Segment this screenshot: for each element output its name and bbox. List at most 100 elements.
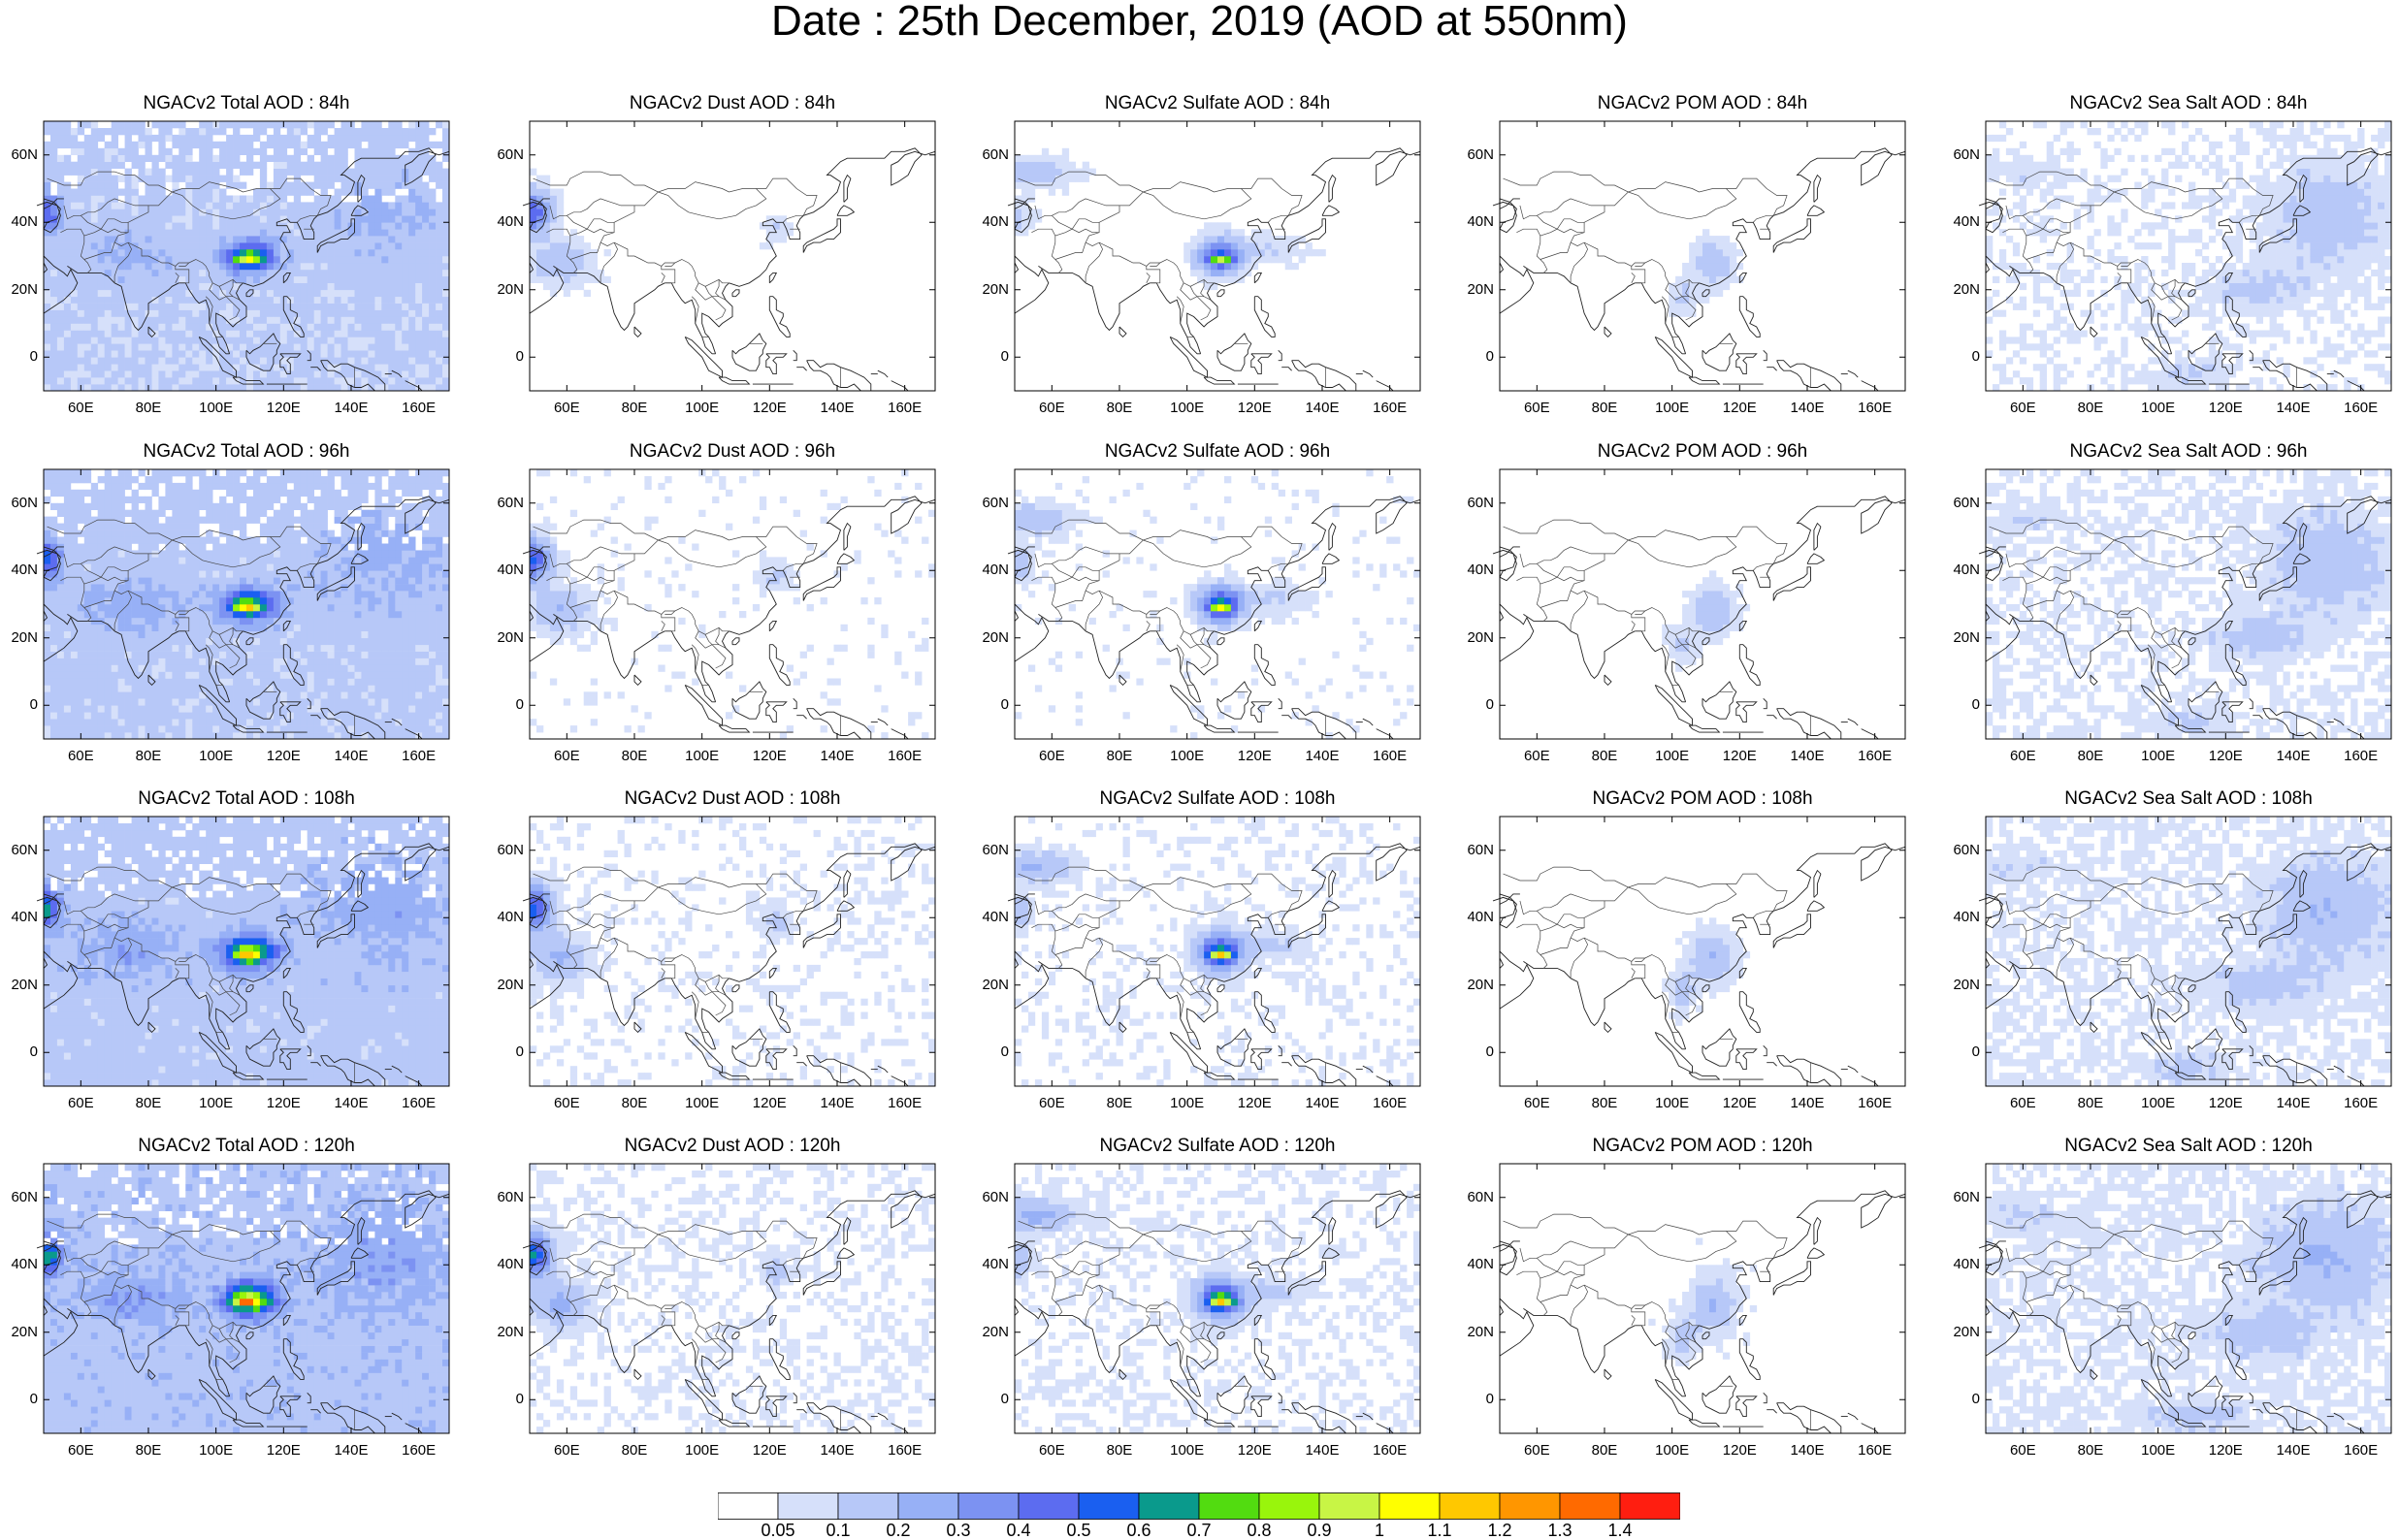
aod-cell — [368, 289, 375, 298]
aod-cell — [253, 269, 261, 277]
aod-cell — [104, 630, 112, 639]
aod-cell — [2296, 222, 2304, 230]
aod-cell — [44, 377, 51, 385]
aod-cell — [563, 249, 571, 257]
aod-cell — [70, 303, 79, 310]
aod-cell — [90, 563, 99, 571]
aod-cell — [97, 685, 105, 692]
aod-cell — [2114, 128, 2122, 136]
aod-cell — [56, 121, 65, 129]
aod-cell — [1291, 249, 1299, 257]
aod-cell — [273, 377, 281, 385]
aod-cell — [2364, 249, 2372, 257]
aod-cell — [138, 384, 146, 392]
aod-cell — [2344, 350, 2351, 358]
aod-cell — [2269, 323, 2277, 331]
aod-cell — [347, 357, 355, 365]
aod-cell — [2221, 343, 2230, 351]
aod-cell — [97, 489, 105, 497]
aod-cell — [50, 377, 58, 385]
aod-cell — [2357, 269, 2365, 277]
aod-cell — [165, 128, 173, 136]
coastline — [243, 214, 318, 287]
aod-cell — [293, 222, 302, 230]
coastline — [113, 282, 179, 332]
aod-cell — [219, 202, 227, 209]
aod-cell — [151, 705, 159, 713]
aod-cell — [1264, 256, 1273, 264]
aod-cell — [2303, 289, 2311, 298]
aod-cell — [2337, 263, 2345, 271]
aod-cell — [549, 256, 558, 264]
aod-cell — [1998, 215, 2007, 223]
aod-cell — [286, 323, 295, 331]
aod-cell — [199, 303, 207, 310]
aod-cell — [429, 330, 437, 337]
coastline — [2258, 218, 2297, 253]
aod-cell — [1197, 242, 1205, 250]
aod-cell — [206, 236, 213, 243]
aod-cell — [2161, 370, 2169, 378]
aod-cell — [124, 242, 132, 250]
aod-cell — [56, 222, 65, 230]
aod-cell — [206, 229, 213, 237]
aod-cell — [77, 624, 85, 631]
aod-cell — [212, 330, 220, 337]
aod-cell — [1183, 249, 1191, 257]
aod-cell — [104, 303, 112, 310]
aod-cell — [124, 529, 132, 537]
aod-cell — [138, 719, 146, 726]
aod-cell — [279, 357, 288, 365]
aod-cell — [2296, 269, 2304, 277]
aod-cell — [70, 141, 79, 149]
aod-cell — [44, 725, 51, 733]
lon-tick-label: 120E — [1230, 401, 1279, 416]
aod-cell — [2053, 337, 2060, 344]
aod-cell — [2228, 188, 2237, 196]
aod-cell — [50, 725, 58, 733]
aod-cell — [219, 222, 227, 230]
aod-cell — [56, 685, 65, 692]
aod-cell — [1197, 256, 1205, 264]
aod-cell — [266, 282, 275, 291]
aod-cell — [63, 269, 72, 277]
aod-cell — [56, 489, 65, 497]
aod-cell — [2269, 134, 2277, 143]
aod-cell — [111, 671, 118, 679]
aod-cell — [151, 685, 159, 692]
aod-cell — [273, 384, 281, 392]
aod-cell — [2262, 175, 2270, 182]
aod-cell — [374, 343, 382, 351]
aod-cell — [56, 563, 65, 571]
aod-cell — [165, 209, 173, 216]
country-border — [2056, 241, 2186, 287]
aod-cell — [2269, 128, 2277, 136]
aod-cell — [2364, 275, 2372, 283]
aod-cell — [2168, 161, 2176, 169]
aod-cell — [259, 147, 268, 155]
aod-cell — [97, 134, 105, 143]
aod-cell — [131, 584, 139, 592]
aod-cell — [381, 134, 389, 143]
aod-cell — [2107, 134, 2115, 143]
aod-cell — [408, 229, 416, 237]
aod-cell — [199, 188, 207, 196]
aod-cell — [145, 370, 152, 378]
aod-cell — [2134, 377, 2142, 385]
aod-cell — [2127, 323, 2135, 331]
aod-cell — [2242, 141, 2250, 149]
aod-cell — [246, 134, 254, 143]
aod-cell — [56, 154, 65, 162]
aod-cell — [104, 617, 112, 626]
aod-cell — [56, 330, 65, 337]
aod-cell — [2317, 364, 2324, 371]
aod-cell — [2107, 215, 2115, 223]
aod-cell — [83, 289, 92, 298]
aod-cell — [138, 377, 146, 385]
aod-cell — [307, 229, 314, 237]
aod-cell — [1237, 229, 1246, 237]
aod-cell — [233, 343, 241, 351]
aod-cell — [1054, 181, 1063, 189]
aod-cell — [192, 229, 200, 237]
aod-cell — [178, 337, 186, 344]
